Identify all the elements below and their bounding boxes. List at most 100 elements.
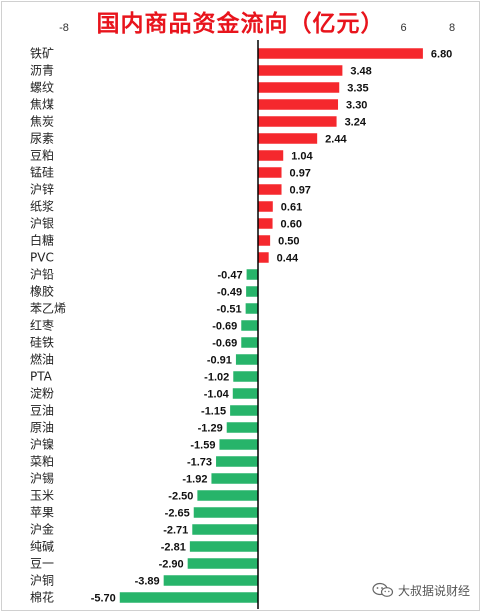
category-label: 豆油	[30, 404, 54, 418]
x-axis-ticks: -8 6 8	[59, 22, 455, 34]
value-label: -1.02	[204, 372, 229, 384]
value-label: -0.51	[217, 304, 242, 316]
category-label: 沥青	[30, 64, 54, 78]
value-label: -3.89	[135, 576, 160, 588]
value-label: 1.04	[291, 151, 313, 163]
bar	[193, 507, 258, 518]
bar	[192, 524, 258, 535]
value-label: 3.30	[346, 100, 367, 112]
value-label: -2.81	[161, 542, 186, 554]
bar	[119, 592, 259, 603]
bar	[219, 439, 258, 450]
value-label: 0.97	[290, 168, 311, 180]
value-label: -1.59	[190, 440, 215, 452]
bar	[258, 235, 271, 246]
value-label: 6.80	[431, 49, 452, 61]
bar	[245, 303, 258, 314]
category-label: 硅铁	[30, 336, 54, 350]
bar	[211, 473, 258, 484]
x-tick-label: -8	[59, 22, 69, 34]
bar	[226, 422, 258, 433]
category-label: 沪银	[30, 217, 54, 231]
value-label: -0.49	[217, 287, 242, 299]
bar	[187, 558, 258, 569]
bar	[258, 218, 273, 229]
category-label: 沪铅	[30, 268, 54, 282]
bar	[258, 184, 282, 195]
category-label: 菜粕	[30, 454, 54, 469]
value-label: -0.69	[212, 321, 237, 333]
bar	[197, 490, 258, 501]
bar	[258, 116, 337, 127]
bar	[258, 167, 282, 178]
bar	[258, 201, 273, 212]
value-label: -0.91	[207, 355, 232, 367]
category-label: 沪锌	[30, 183, 54, 197]
category-label: PTA	[30, 370, 53, 384]
value-label: -1.04	[204, 389, 230, 401]
chart-title: 国内商品资金流向（亿元）	[96, 10, 385, 37]
value-label: -2.65	[165, 508, 190, 520]
watermark-text: 大叔据说财经	[398, 583, 471, 598]
value-label: 0.60	[281, 219, 302, 231]
value-label: 0.97	[290, 185, 311, 197]
value-label: 3.24	[345, 117, 367, 129]
bar	[258, 48, 423, 59]
bar	[258, 99, 339, 110]
wechat-icon	[372, 582, 394, 597]
category-label: 淀粉	[30, 387, 54, 401]
bar	[241, 320, 258, 331]
bar	[216, 456, 258, 467]
category-label: PVC	[30, 251, 54, 265]
category-label: 棉花	[30, 590, 54, 605]
value-label: 2.44	[325, 134, 347, 146]
category-label: 沪锡	[30, 471, 54, 486]
bar	[233, 371, 258, 382]
value-label: 0.61	[281, 202, 302, 214]
category-label: 沪镍	[30, 438, 54, 452]
category-label: 苯乙烯	[30, 302, 66, 316]
bar	[189, 541, 258, 552]
category-label: 苹果	[30, 506, 54, 520]
x-tick-label: 8	[449, 22, 455, 34]
bar	[235, 354, 258, 365]
value-label: -2.71	[163, 525, 188, 537]
bar	[258, 150, 284, 161]
category-label: 沪金	[30, 522, 54, 537]
bar	[230, 405, 258, 416]
bar	[246, 286, 258, 297]
value-label: -1.92	[182, 474, 207, 486]
category-label: 燃油	[30, 352, 54, 367]
category-label: 沪铜	[30, 573, 54, 588]
category-label: 橡胶	[30, 284, 54, 299]
category-label: 铁矿	[30, 47, 54, 61]
category-label: 纸浆	[30, 199, 54, 214]
category-label: 豆一	[30, 557, 54, 571]
value-label: -0.69	[212, 338, 237, 350]
category-label: 白糖	[30, 233, 54, 248]
category-label: 螺纹	[30, 81, 54, 95]
x-tick-label: 6	[400, 22, 406, 34]
value-label: -2.90	[159, 559, 184, 571]
value-labels: 6.80 3.48 3.35 3.30 3.24 2.44 1.04 0.97 0.97 0.61…	[91, 49, 453, 605]
category-label: 焦炭	[30, 115, 54, 129]
bar	[241, 337, 258, 348]
value-label: 0.44	[277, 253, 299, 265]
value-label: 0.50	[278, 236, 299, 248]
value-label: -1.29	[198, 423, 223, 435]
bar	[258, 82, 340, 93]
value-label: -1.73	[187, 457, 212, 469]
value-label: -0.47	[218, 270, 243, 282]
category-label: 豆粕	[30, 148, 54, 163]
category-label: 玉米	[30, 489, 54, 503]
bar	[258, 252, 269, 263]
category-label: 焦煤	[30, 98, 54, 112]
bar	[163, 575, 258, 586]
category-label: 红枣	[30, 318, 54, 333]
value-label: -1.15	[201, 406, 226, 418]
value-label: -2.50	[168, 491, 193, 503]
category-label: 尿素	[30, 132, 54, 146]
value-label: 3.48	[350, 66, 371, 78]
watermark: 大叔据说财经	[372, 581, 470, 599]
